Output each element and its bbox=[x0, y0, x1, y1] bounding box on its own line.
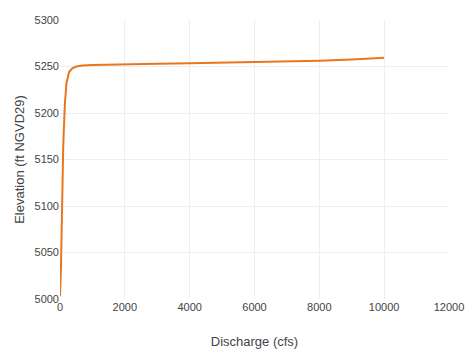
svg-text:12000: 12000 bbox=[434, 301, 465, 313]
svg-text:2000: 2000 bbox=[113, 301, 137, 313]
svg-text:0: 0 bbox=[57, 301, 63, 313]
svg-text:5000: 5000 bbox=[35, 293, 59, 305]
svg-text:8000: 8000 bbox=[307, 301, 331, 313]
svg-text:5250: 5250 bbox=[35, 60, 59, 72]
svg-text:6000: 6000 bbox=[242, 301, 266, 313]
svg-text:Elevation (ft NGVD29): Elevation (ft NGVD29) bbox=[12, 95, 27, 224]
svg-text:10000: 10000 bbox=[369, 301, 400, 313]
svg-text:5300: 5300 bbox=[35, 14, 59, 26]
svg-text:5200: 5200 bbox=[35, 107, 59, 119]
svg-text:5150: 5150 bbox=[35, 153, 59, 165]
svg-text:5050: 5050 bbox=[35, 246, 59, 258]
svg-text:4000: 4000 bbox=[177, 301, 201, 313]
svg-text:Discharge (cfs): Discharge (cfs) bbox=[211, 334, 298, 349]
svg-text:5100: 5100 bbox=[35, 200, 59, 212]
